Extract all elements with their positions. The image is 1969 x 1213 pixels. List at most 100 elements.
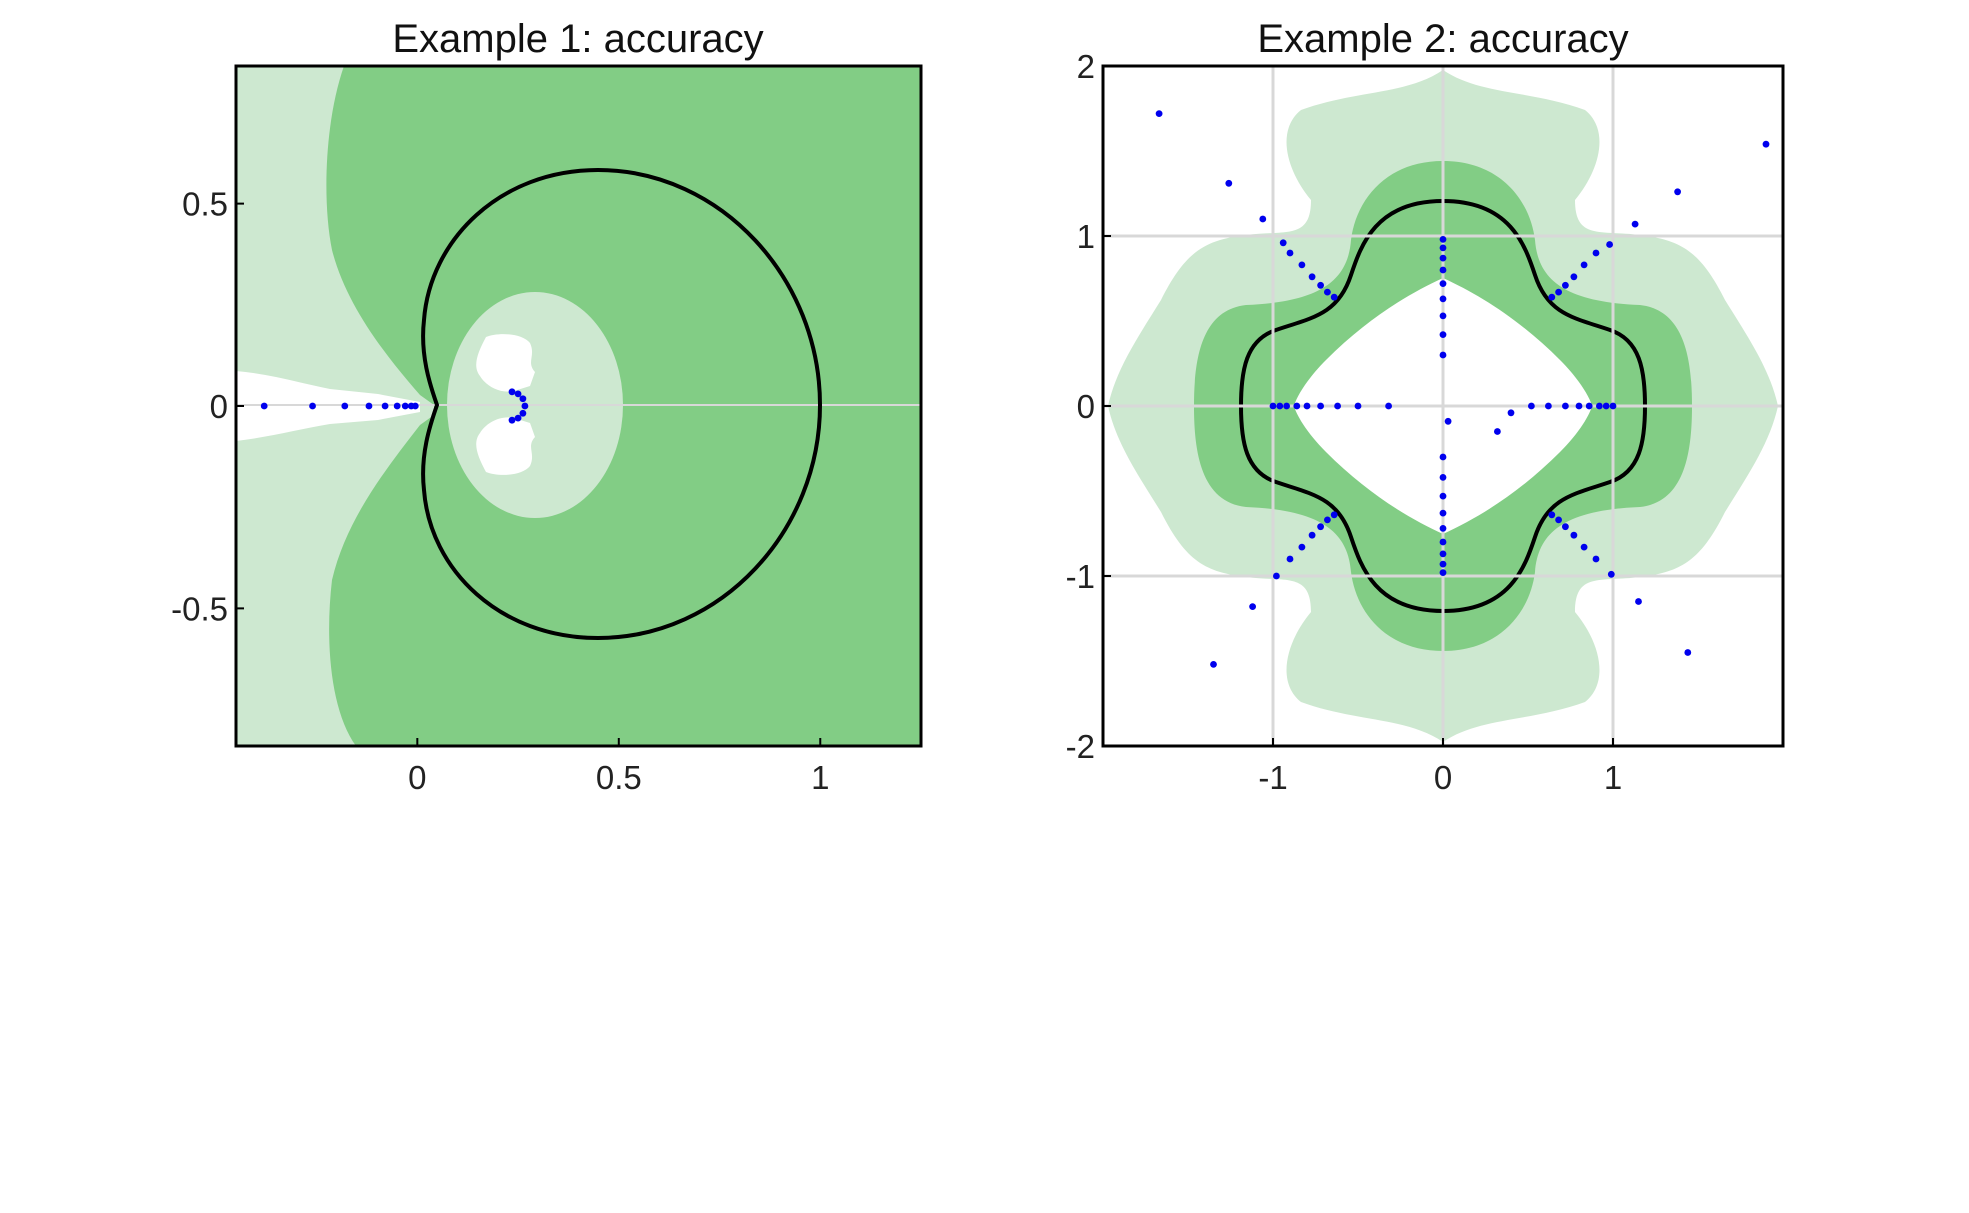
pole-point: [1439, 550, 1447, 558]
y-tick-label: 1: [1077, 218, 1095, 255]
x-tick-label: 1: [811, 759, 829, 796]
pole-point: [1286, 249, 1294, 257]
pole-point: [1286, 555, 1294, 563]
pole-point: [1439, 474, 1447, 481]
pole-point: [1334, 402, 1341, 410]
pole-point: [1562, 523, 1569, 531]
pole-point: [1439, 569, 1447, 576]
pole-point: [508, 388, 516, 396]
pole-point: [1317, 281, 1324, 289]
pole-point: [1225, 179, 1233, 187]
pole-point: [1444, 417, 1452, 425]
chart-panel-2: Example 2: accuracy -1 0 1 2 1 0 -1 -2: [1066, 17, 1785, 796]
pole-point: [1259, 215, 1267, 223]
x-tick-label: 0: [1434, 759, 1452, 796]
pole-point: [401, 402, 409, 410]
pole-point: [1607, 570, 1615, 578]
ticks-1: 0 0.5 1 0.5 0 -0.5: [171, 186, 829, 796]
pole-point: [1674, 188, 1681, 196]
pole-point: [1439, 331, 1447, 338]
pole-point: [1210, 661, 1217, 668]
pole-point: [1298, 261, 1306, 269]
pole-point: [1580, 543, 1588, 551]
pole-point: [1439, 538, 1447, 546]
pole-point: [1155, 110, 1163, 117]
y-tick-label: -0.5: [171, 590, 228, 627]
pole-point: [508, 416, 516, 424]
pole-point: [1575, 402, 1583, 410]
y-tick-label: -1: [1066, 558, 1095, 595]
x-tick-label: 0.5: [596, 759, 642, 796]
pole-point: [519, 395, 527, 403]
chart-title-2: Example 2: accuracy: [1257, 17, 1628, 61]
poles-1: [260, 388, 529, 424]
pole-point: [1609, 402, 1617, 410]
pole-point: [260, 402, 268, 410]
pole-point: [1439, 525, 1447, 532]
pole-point: [1439, 560, 1447, 568]
pole-point: [1548, 511, 1556, 519]
pole-point: [1354, 402, 1362, 410]
x-tick-label: 1: [1604, 759, 1622, 796]
plot-area-2: [1103, 66, 1783, 746]
pole-point: [1494, 428, 1501, 435]
pole-point: [1303, 402, 1311, 410]
y-tick-label: 0: [1077, 388, 1095, 425]
pole-point: [365, 402, 373, 410]
pole-point: [1439, 509, 1447, 517]
pole-point: [1324, 516, 1331, 524]
pole-point: [1439, 351, 1447, 359]
pole-point: [1279, 239, 1287, 247]
pole-point: [1592, 555, 1600, 563]
y-tick-label: 0.5: [182, 186, 228, 223]
pole-point: [1439, 244, 1447, 252]
pole-point: [1570, 531, 1578, 539]
pole-point: [1439, 453, 1447, 461]
pole-point: [393, 402, 401, 410]
pole-point: [1308, 531, 1316, 539]
pole-point: [411, 402, 419, 410]
pole-point: [309, 402, 316, 410]
plot-area-1: [236, 66, 921, 746]
poles-2: [1155, 110, 1770, 668]
pole-point: [521, 402, 529, 410]
pole-point: [1293, 402, 1301, 410]
pole-point: [1762, 140, 1770, 148]
pole-point: [1439, 295, 1447, 303]
pole-point: [1562, 281, 1569, 289]
pole-point: [1439, 492, 1447, 500]
pole-point: [1635, 598, 1642, 605]
pole-point: [1606, 241, 1613, 248]
region-white-hole-1: [476, 334, 535, 475]
pole-point: [1276, 402, 1284, 410]
pole-point: [1592, 249, 1600, 257]
pole-point: [1317, 523, 1324, 531]
y-tick-label: -2: [1066, 728, 1095, 765]
pole-point: [1269, 402, 1277, 410]
chart-title-1: Example 1: accuracy: [392, 17, 763, 61]
pole-point: [1385, 402, 1392, 410]
y-tick-label: 0: [210, 388, 228, 425]
pole-point: [1602, 402, 1610, 410]
x-tick-label: -1: [1258, 759, 1287, 796]
pole-point: [1631, 220, 1639, 228]
pole-point: [1439, 280, 1447, 287]
ticks-2: -1 0 1 2 1 0 -1 -2: [1066, 48, 1623, 796]
pole-point: [1507, 409, 1515, 417]
pole-point: [341, 402, 349, 410]
pole-point: [1596, 402, 1603, 410]
y-tick-label: 2: [1077, 48, 1095, 85]
pole-point: [1439, 254, 1447, 262]
pole-point: [1330, 293, 1338, 301]
pole-point: [1317, 402, 1324, 410]
pole-point: [1439, 266, 1447, 274]
pole-point: [1308, 273, 1316, 281]
pole-point: [1439, 236, 1447, 243]
pole-point: [1298, 543, 1306, 551]
pole-point: [1555, 516, 1562, 524]
pole-point: [1330, 511, 1338, 519]
pole-point: [1555, 288, 1562, 296]
contour-curve-1: [421, 167, 823, 641]
chart-panel-1: Example 1: accuracy 0 0.5 1 0.5 0 -0.5: [171, 17, 923, 796]
